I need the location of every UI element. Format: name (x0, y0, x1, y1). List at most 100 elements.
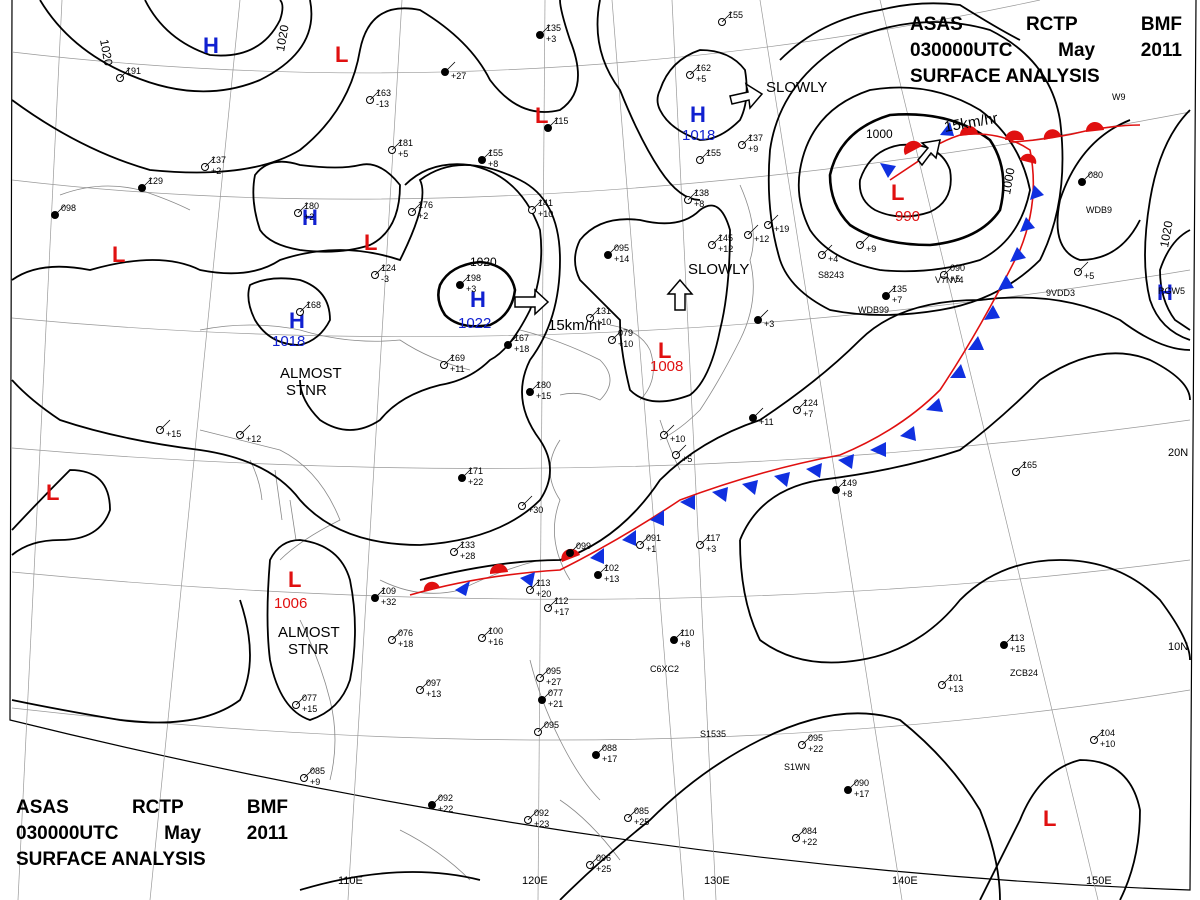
low-center-marker-extra: L (1043, 806, 1056, 831)
ship-id: S1535 (700, 729, 726, 739)
station-pressure: 088 (602, 743, 617, 753)
station-tendency: +27 (451, 71, 466, 81)
station-pressure: 079 (618, 328, 633, 338)
station-tendency: +15 (536, 391, 551, 401)
station-plot: 085+9 (300, 766, 325, 787)
wind-barb (159, 419, 171, 431)
map-border (9, 0, 1197, 891)
wind-barb (607, 244, 619, 256)
station-tendency: +17 (554, 607, 569, 617)
station-plot: +15 (156, 419, 181, 439)
wind-barb (295, 694, 307, 706)
station-pressure: 112 (554, 596, 568, 606)
ship-id: W9 (1112, 92, 1126, 102)
wind-barb (419, 679, 431, 691)
wind-barb (699, 149, 711, 161)
title-month: May (1058, 40, 1096, 61)
station-plot: 080 (1078, 170, 1103, 186)
station-pressure: 162 (696, 63, 711, 73)
station-plot: 191 (116, 66, 141, 82)
wind-barb (821, 244, 833, 256)
station-tendency: +22 (808, 744, 823, 754)
low-center-marker: L (288, 567, 301, 592)
station-plot: 155+8 (478, 148, 503, 169)
station-tendency: +2 (304, 212, 314, 222)
wind-barb (391, 629, 403, 641)
station-pressure: 104 (1100, 728, 1115, 738)
station-tendency: +10 (670, 434, 685, 444)
station-pressure: 181 (398, 138, 413, 148)
station-pressure: 092 (534, 808, 549, 818)
low-center-marker: L (535, 103, 548, 128)
station-pressure: 080 (1088, 170, 1103, 180)
station-tendency: +3 (764, 319, 774, 329)
station-tendency: +7 (892, 295, 902, 305)
station-tendency: +7 (803, 409, 813, 419)
station-pressure: 099 (576, 541, 591, 551)
title-code: BMF (1140, 14, 1182, 35)
slowly-label: SLOWLY (766, 79, 827, 96)
cold-front-triangles (455, 122, 1044, 596)
low-center-marker: L (335, 42, 348, 67)
station-tendency: +14 (614, 254, 629, 264)
station-plot: 095+14 (604, 243, 629, 264)
station-pressure: 091 (646, 533, 661, 543)
station-pressure: 155 (728, 10, 743, 20)
stnr-label-2: STNR (286, 382, 327, 399)
station-tendency: +22 (802, 837, 817, 847)
station-tendency: +8 (694, 199, 704, 209)
station-pressure: 110 (680, 628, 694, 638)
wind-barb (374, 587, 386, 599)
station-plot: 090+17 (844, 778, 869, 799)
station-tendency: +23 (534, 819, 549, 829)
wind-barb (444, 61, 456, 73)
station-pressure: 176 (418, 200, 433, 210)
wind-barb (569, 542, 581, 554)
station-pressure: 191 (126, 66, 141, 76)
station-pressure: 167 (514, 333, 529, 343)
ship-id: S1WN (784, 762, 810, 772)
station-plot: 092+22 (428, 793, 453, 814)
station-plot: 149+8 (832, 478, 857, 499)
wind-barb (1081, 171, 1093, 183)
title-type: SURFACE ANALYSIS (910, 66, 1100, 87)
wind-barb (689, 64, 701, 76)
wind-barb (673, 629, 685, 641)
wind-barb (589, 854, 601, 866)
chart-title-bottom: ASAS RCTP BMF 030000UTC May 2011 SURFACE… (16, 795, 288, 873)
wind-barb (297, 202, 309, 214)
high-pressure-value: 1022 (458, 315, 491, 332)
station-pressure: 168 (306, 300, 321, 310)
wind-barb (539, 24, 551, 36)
station-plot: 169+11 (440, 353, 465, 374)
station-pressure: 077 (302, 693, 317, 703)
station-pressure: 102 (604, 563, 619, 573)
station-tendency: +5 (398, 149, 408, 159)
station-plot: +10 (660, 424, 685, 444)
station-plot: 085+25 (624, 806, 649, 827)
station-pressure: 096 (596, 853, 611, 863)
wind-barb (795, 827, 807, 839)
lat-label: 10N (1168, 641, 1188, 653)
wind-barb (391, 139, 403, 151)
station-tendency: +3 (466, 284, 476, 294)
station-tendency: +10 (596, 317, 611, 327)
station-plot: 091+1 (636, 533, 661, 554)
station-plot: 135+3 (536, 23, 561, 44)
station-tendency: +11 (759, 417, 774, 427)
highs: H H H H H H (203, 33, 1173, 333)
wind-barb (461, 467, 473, 479)
wind-barb (54, 204, 66, 216)
ship-ids: WDB99 V7NV4 9VDD3 S8243 C6XC2 S1535 S1WN… (650, 92, 1185, 772)
station-pressure: 137 (211, 155, 226, 165)
station-pressure: 101 (948, 673, 963, 683)
wind-barb (589, 307, 601, 319)
station-plot: 077+15 (292, 693, 317, 714)
wind-barb (541, 689, 553, 701)
station-pressure: 129 (148, 176, 163, 186)
isobar-label: 1000 (999, 166, 1017, 195)
station-plot: +19 (764, 214, 789, 234)
wind-barb (239, 424, 251, 436)
